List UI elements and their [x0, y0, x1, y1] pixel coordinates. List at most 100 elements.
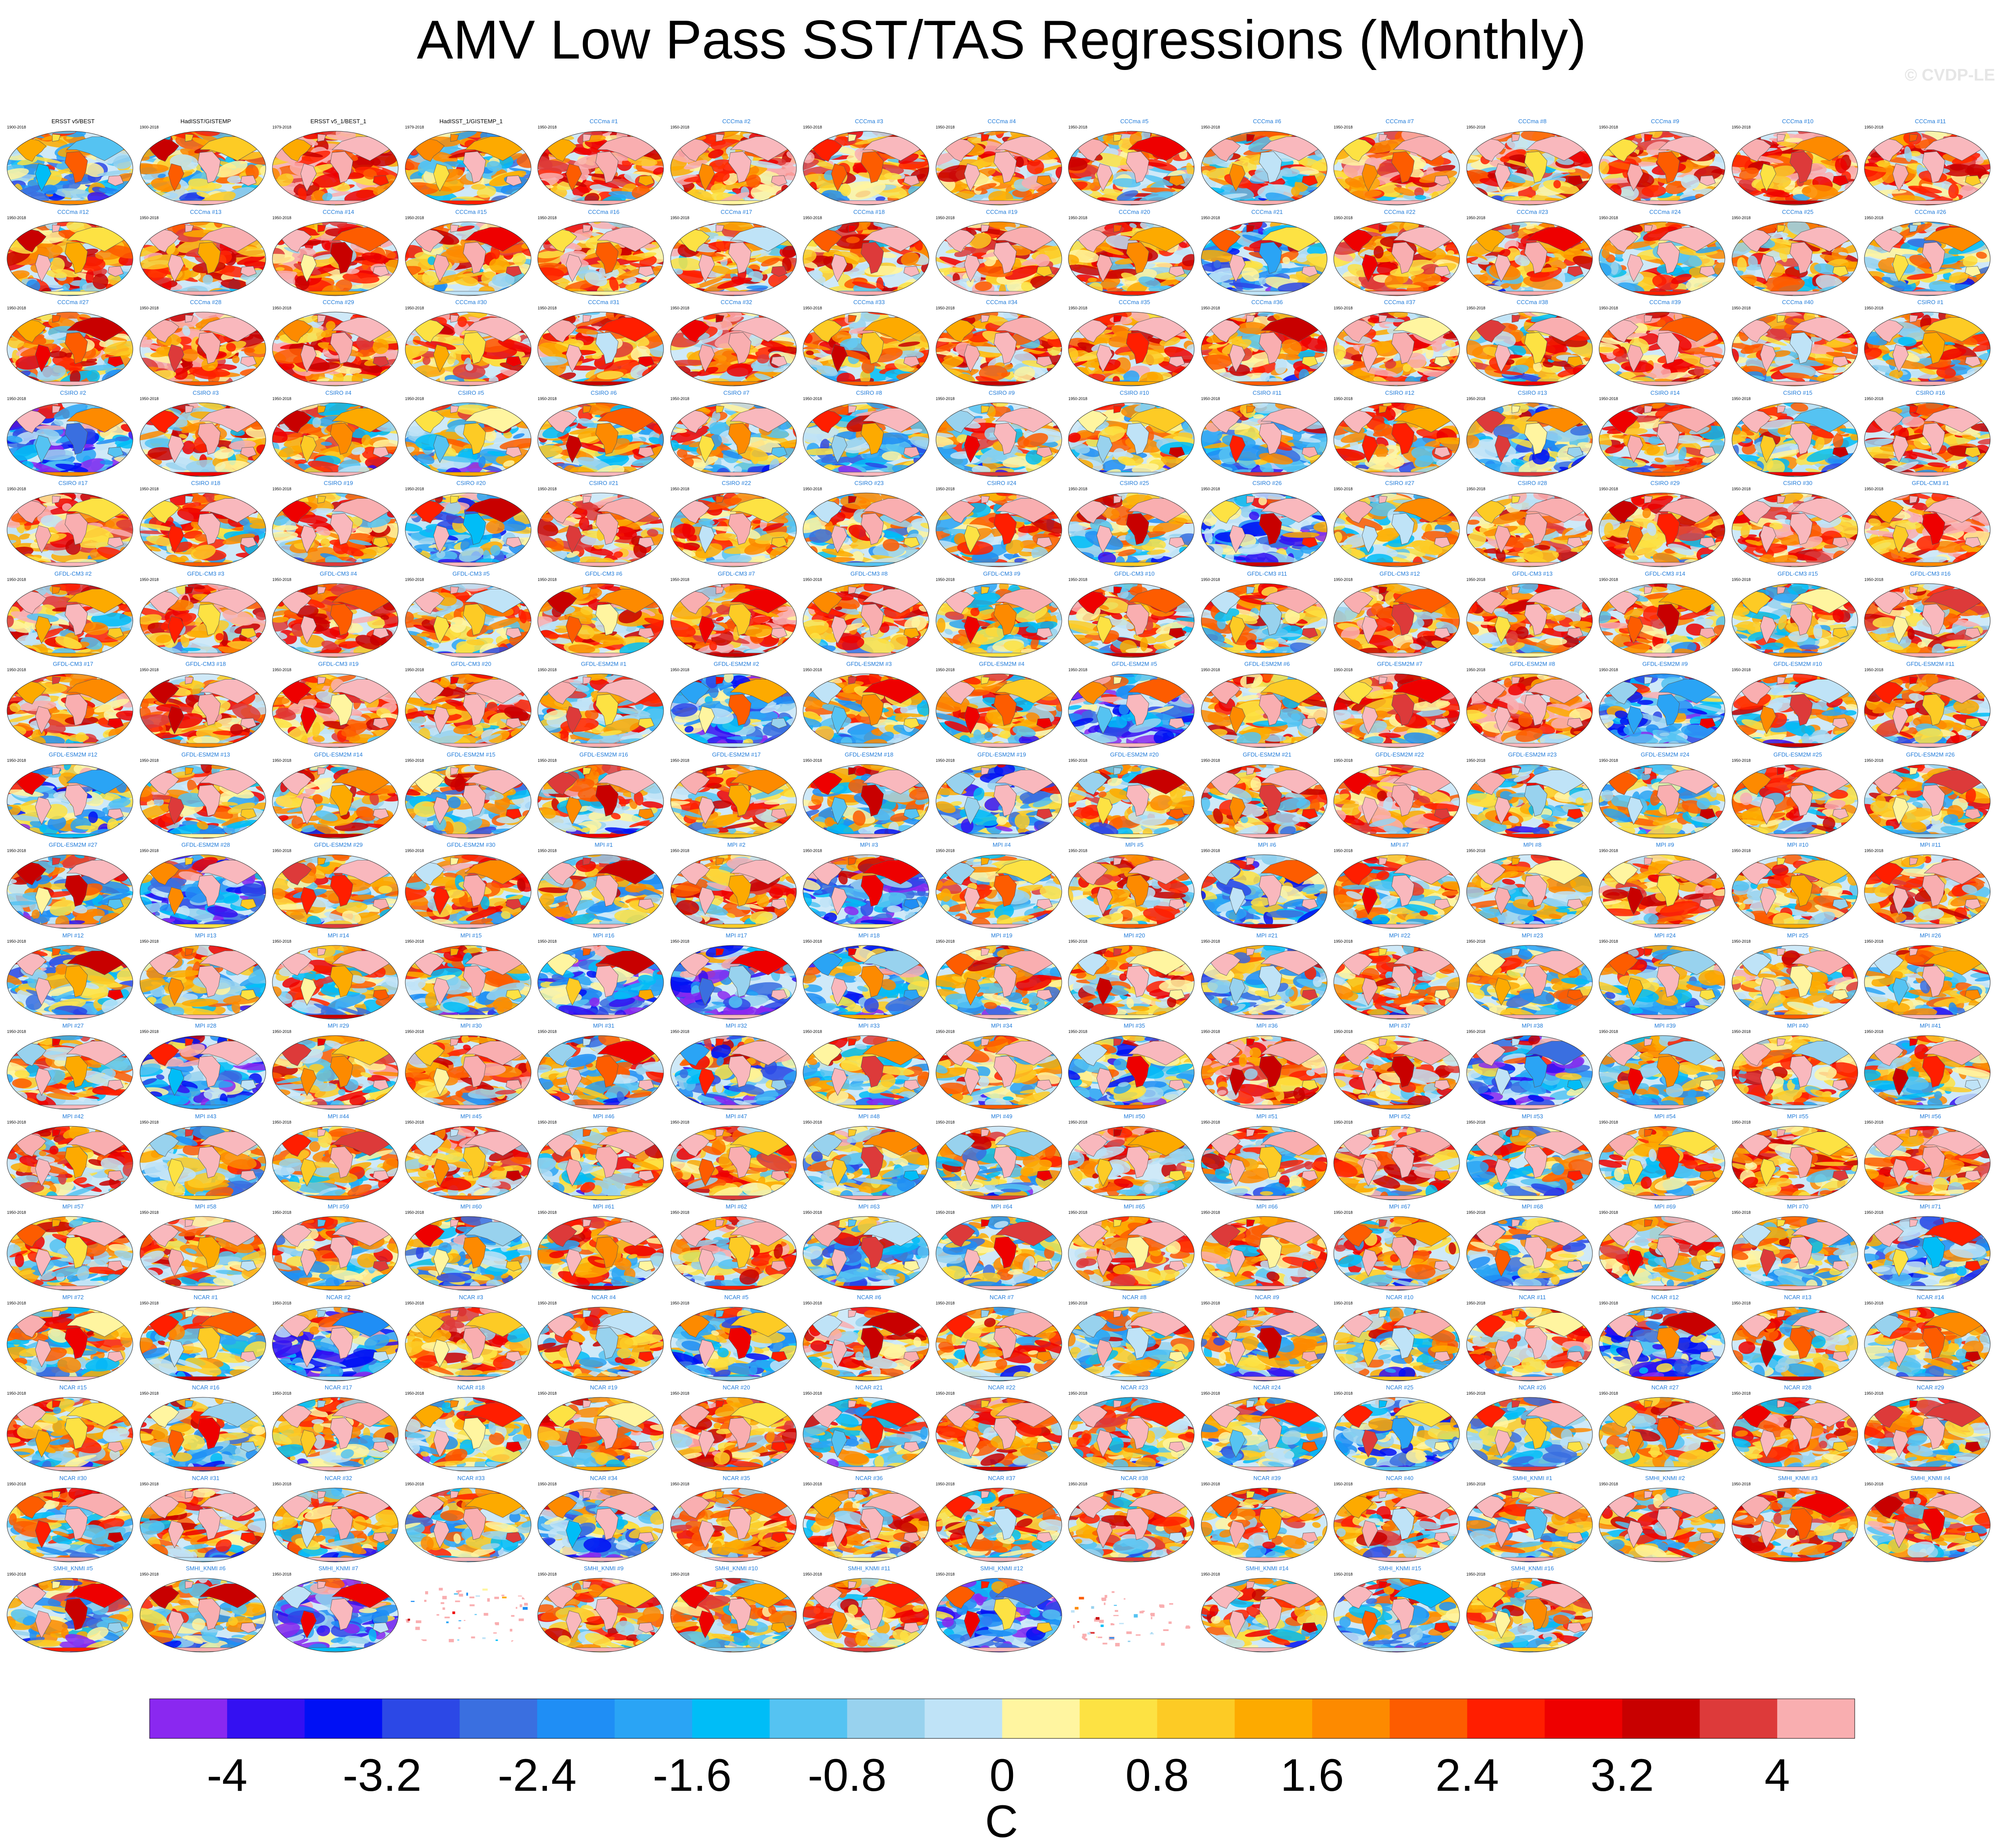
colorbar-swatch [1544, 1699, 1622, 1738]
panel-years: 1950-2018 [538, 849, 557, 853]
regression-map [1731, 221, 1859, 297]
panel-title: MPI #68 [1466, 1203, 1599, 1210]
panel-years: 1950-2018 [1467, 397, 1486, 401]
panel-years: 1950-2018 [671, 216, 690, 220]
panel-years: 1950-2018 [538, 758, 557, 763]
panel-title: MPI #69 [1598, 1203, 1732, 1210]
regression-map [1200, 1577, 1328, 1653]
panel-years: 1950-2018 [1599, 1210, 1618, 1215]
regression-map [537, 221, 664, 297]
panel-years: 1950-2018 [538, 1210, 557, 1215]
regression-map [1598, 673, 1726, 749]
regression-map [802, 402, 930, 478]
regression-map [1068, 944, 1195, 1020]
regression-map [802, 311, 930, 387]
panel-title: GFDL-CM3 #6 [537, 570, 671, 577]
panel-years: 1950-2018 [671, 487, 690, 491]
panel-years: 1950-2018 [936, 1482, 955, 1486]
regression-map [1864, 1306, 1991, 1382]
panel-years: 1950-2018 [1334, 1482, 1353, 1486]
panel-title: NCAR #2 [271, 1294, 405, 1301]
regression-map [271, 944, 399, 1020]
panel-title: MPI #72 [6, 1294, 140, 1301]
regression-map [537, 130, 664, 206]
panel-years: 1950-2018 [1599, 1029, 1618, 1034]
panel-title: MPI #62 [670, 1203, 803, 1210]
panel-years: 1950-2018 [405, 668, 424, 672]
colorbar-tick-label: -1.6 [653, 1749, 731, 1802]
panel-years: 1950-2018 [1068, 1210, 1087, 1215]
regression-map [1068, 1396, 1195, 1472]
regression-map [1731, 402, 1859, 478]
regression-map [1068, 221, 1195, 297]
panel-years: 1950-2018 [405, 758, 424, 763]
panel-title: MPI #31 [537, 1022, 671, 1029]
regression-map [1731, 1396, 1859, 1472]
panel-years: 1950-2018 [1068, 1301, 1087, 1305]
panel-title: ERSST v5_1/BEST_1 [271, 118, 405, 125]
panel-years: 1950-2018 [1334, 849, 1353, 853]
colorbar-swatch [847, 1699, 925, 1738]
panel-title: CCCma #32 [670, 299, 803, 305]
panel-title: CCCma #5 [1068, 118, 1201, 125]
regression-map [139, 944, 267, 1020]
panel-years: 1950-2018 [7, 1572, 26, 1576]
regression-map [935, 402, 1063, 478]
regression-map [1598, 1035, 1726, 1110]
panel-years: 1950-2018 [538, 668, 557, 672]
panel-years: 1950-2018 [1732, 1120, 1751, 1124]
panel-title: GFDL-CM3 #16 [1864, 570, 1997, 577]
panel-title: NCAR #19 [537, 1384, 671, 1391]
colorbar-swatch [1777, 1699, 1855, 1738]
panel-years: 1950-2018 [140, 577, 159, 582]
regression-map [935, 1577, 1063, 1653]
panel-title: MPI #60 [404, 1203, 538, 1210]
panel-years: 1950-2018 [1732, 1391, 1751, 1396]
regression-map [1333, 1396, 1460, 1472]
panel-years: 1950-2018 [1864, 1120, 1883, 1124]
colorbar-swatch [150, 1699, 227, 1738]
panel-title: MPI #44 [271, 1113, 405, 1120]
regression-map [935, 583, 1063, 658]
panel-years: 1950-2018 [671, 1482, 690, 1486]
panel-title: GFDL-CM3 #15 [1731, 570, 1865, 577]
panel-years: 1950-2018 [936, 306, 955, 310]
panel-title: MPI #23 [1466, 932, 1599, 939]
panel-years: 1950-2018 [1334, 306, 1353, 310]
panel-title: GFDL-CM3 #4 [271, 570, 405, 577]
regression-map [1068, 1577, 1195, 1653]
panel-years: 1950-2018 [538, 125, 557, 129]
colorbar-swatch [1700, 1699, 1778, 1738]
regression-map [935, 311, 1063, 387]
panel-title: HadISST/GISTEMP [139, 118, 273, 125]
panel-title: CCCma #35 [1068, 299, 1201, 305]
panel-years: 1979-2018 [405, 125, 424, 129]
regression-map [139, 764, 267, 839]
panel-years: 1950-2018 [1467, 939, 1486, 944]
panel-years: 1950-2018 [936, 216, 955, 220]
panel-years: 1950-2018 [1467, 849, 1486, 853]
regression-map [139, 402, 267, 478]
panel-years: 1950-2018 [1068, 849, 1087, 853]
